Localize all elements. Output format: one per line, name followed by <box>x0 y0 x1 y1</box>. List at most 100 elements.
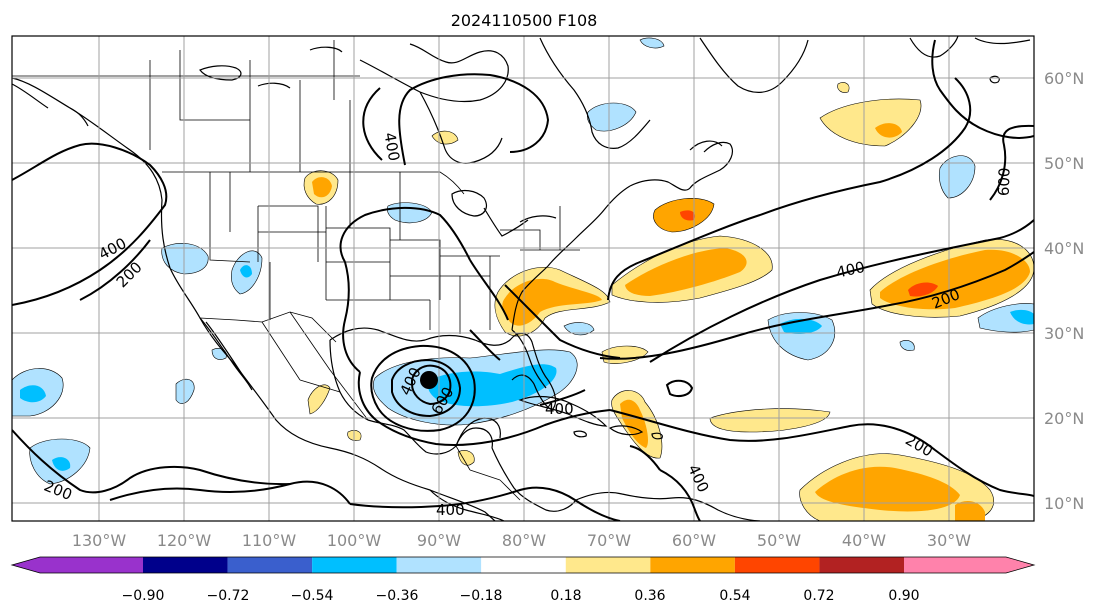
colorbar-segment <box>734 557 820 573</box>
colorbar-segment <box>650 557 735 573</box>
negative-anomaly-patch <box>1010 309 1034 325</box>
colorbar-tick-label: −0.72 <box>207 588 250 604</box>
colorbar-segment <box>904 557 1034 573</box>
contour-label: 600 <box>995 167 1014 196</box>
negative-anomaly-patch <box>586 102 637 132</box>
colorbar-segment <box>227 557 313 573</box>
contour-line <box>79 239 151 301</box>
lon-label: 100°W <box>327 531 382 550</box>
contour-line <box>609 409 1034 497</box>
positive-anomaly-patch <box>709 408 831 433</box>
contour-line <box>665 379 694 397</box>
lon-label: 90°W <box>417 531 461 550</box>
contour-line <box>370 344 476 432</box>
positive-anomaly-patch <box>457 450 475 466</box>
contour-line <box>989 124 1034 201</box>
colorbar-outline <box>10 556 1036 574</box>
contour-line <box>398 73 550 166</box>
lon-label: 50°W <box>757 531 801 550</box>
negative-anomaly-patch <box>52 457 71 471</box>
colorbar-segment <box>12 557 143 573</box>
lon-label: 130°W <box>72 531 127 550</box>
lon-label: 40°W <box>842 531 886 550</box>
colorbar-tick-label: 0.36 <box>634 588 665 604</box>
contour-label: 400 <box>545 400 574 418</box>
positive-anomaly-patch <box>502 278 602 326</box>
negative-anomaly-patch <box>20 385 46 403</box>
positive-anomaly-patch <box>312 177 332 198</box>
lon-label: 60°W <box>672 531 716 550</box>
contour-line <box>931 39 1034 139</box>
contour-label: 400 <box>835 258 867 282</box>
colorbar-segment <box>143 557 228 573</box>
colorbar-ticks: −0.90 −0.72 −0.54 −0.36 −0.18 0.18 0.36 … <box>122 588 920 604</box>
negative-anomaly-patch <box>240 265 252 278</box>
contour-line <box>659 469 701 521</box>
colorbar-tick-label: −0.18 <box>460 588 503 604</box>
colorbar-tick-label: 0.72 <box>803 588 834 604</box>
contour-line <box>649 219 1034 363</box>
colorbar-segments <box>12 557 1034 573</box>
lat-label: 40°N <box>1044 239 1084 258</box>
contour-line <box>362 87 383 161</box>
positive-anomaly-patch <box>955 500 985 521</box>
lat-label: 60°N <box>1044 69 1084 88</box>
map-title: 2024110500 F108 <box>451 11 598 30</box>
positive-anomaly-patch <box>908 282 938 297</box>
contour-line <box>599 251 1034 360</box>
positive-anomaly-patch <box>875 123 902 138</box>
lon-label: 110°W <box>242 531 297 550</box>
colorbar-segment <box>819 557 904 573</box>
lon-label: 80°W <box>502 531 546 550</box>
lat-label: 30°N <box>1044 324 1084 343</box>
colorbar-tick-label: 0.54 <box>719 588 750 604</box>
positive-anomaly-patch <box>680 210 696 221</box>
contour-label: 400 <box>436 501 465 519</box>
colorbar-segment <box>312 557 397 573</box>
contour-line <box>357 371 611 447</box>
graticule <box>12 36 1034 521</box>
lat-label: 10°N <box>1044 494 1084 513</box>
contour-line <box>629 445 661 471</box>
longitude-labels: 130°W 120°W 110°W 100°W 90°W 80°W 70°W 6… <box>72 531 971 550</box>
contour-line <box>349 486 621 521</box>
contour-line <box>469 259 509 321</box>
contour-line <box>469 329 501 361</box>
colorbar-tick-label: −0.54 <box>291 588 334 604</box>
contour-line <box>504 284 621 359</box>
colorbar-segment <box>481 557 566 573</box>
storm-center-dot <box>420 371 438 389</box>
negative-anomaly-patch <box>938 155 976 199</box>
colorbar-segment <box>565 557 651 573</box>
latitude-labels: 60°N 50°N 40°N 30°N 20°N 10°N <box>1044 69 1084 513</box>
colorbar-tick-label: −0.36 <box>376 588 419 604</box>
positive-anomaly-patch <box>815 466 960 512</box>
colorbar-segment <box>396 557 482 573</box>
colorbar-tick-label: 0.90 <box>888 588 919 604</box>
colorbar-tick-label: 0.18 <box>550 588 581 604</box>
contour-line <box>539 389 586 406</box>
contour-label: 400 <box>380 131 403 162</box>
lon-label: 120°W <box>157 531 212 550</box>
lon-label: 30°W <box>927 531 971 550</box>
contour-line <box>607 77 972 301</box>
contour-line <box>342 261 361 373</box>
lat-label: 50°N <box>1044 154 1084 173</box>
political-borders <box>12 40 580 501</box>
negative-anomaly-patch <box>639 37 665 49</box>
positive-anomaly-patch <box>620 399 648 448</box>
contour-line <box>411 364 452 406</box>
contour-line <box>109 480 351 505</box>
contours <box>12 39 1034 521</box>
positive-anomaly-patch <box>837 82 850 93</box>
lat-label: 20°N <box>1044 409 1084 428</box>
contour-line <box>12 142 168 306</box>
contour-line <box>391 358 462 418</box>
contour-line <box>339 206 471 263</box>
positive-anomaly-patch <box>625 248 747 296</box>
contour-line <box>12 429 291 494</box>
map-panel: 400 200 400 600 200 600 400 200 400 400 … <box>11 35 1035 522</box>
positive-anomaly-patch <box>307 384 331 415</box>
lon-label: 70°W <box>587 531 631 550</box>
